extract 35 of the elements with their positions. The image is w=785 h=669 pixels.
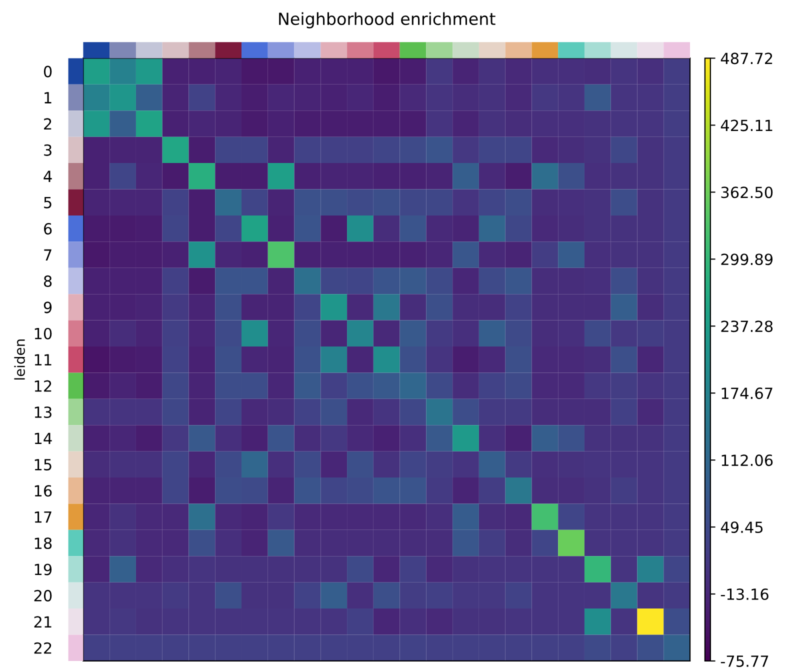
color-bar-label: 49.45 (720, 521, 763, 534)
y-tick-label: 14 (34, 432, 52, 444)
y-tick-label: 4 (44, 170, 52, 182)
y-tick-label: 19 (34, 564, 52, 576)
y-tick-label: 10 (34, 328, 52, 340)
y-tick-label: 0 (44, 66, 52, 78)
y-tick-label: 22 (34, 642, 52, 654)
y-tick-label: 16 (34, 485, 52, 497)
y-axis-title: leiden (14, 340, 25, 380)
color-bar-label: 425.11 (720, 120, 772, 132)
y-tick-label: 12 (34, 380, 52, 392)
y-tick-label: 8 (44, 275, 52, 287)
color-bar-label: 112.06 (722, 454, 773, 466)
y-tick-label: 18 (34, 538, 52, 550)
color-bar-label: -13.16 (720, 588, 768, 600)
color-bar-label: -75.77 (720, 656, 768, 667)
y-tick-label: 20 (34, 590, 52, 602)
y-tick-label: 2 (44, 118, 52, 130)
y-tick-label: 15 (34, 459, 52, 470)
y-tick-label: 9 (44, 302, 52, 314)
chart-title: Neighborhood enrichment (279, 12, 496, 28)
color-bar-label: 174.67 (722, 388, 772, 400)
y-tick-label: 5 (44, 197, 52, 208)
y-tick-label: 7 (44, 249, 52, 261)
y-tick-label: 11 (34, 354, 52, 366)
y-tick-label: 13 (34, 406, 52, 418)
color-bar-label: 362.50 (721, 186, 773, 198)
y-tick-label: 3 (44, 144, 52, 156)
y-tick-label: 1 (44, 92, 52, 104)
y-tick-label: 17 (34, 511, 52, 523)
y-tick-label: 6 (44, 223, 52, 235)
y-tick-label: 21 (34, 616, 52, 628)
color-bar-label: 487.72 (720, 52, 772, 64)
color-bar-label: 237.28 (721, 320, 773, 332)
color-bar-label: 299.89 (721, 254, 773, 266)
